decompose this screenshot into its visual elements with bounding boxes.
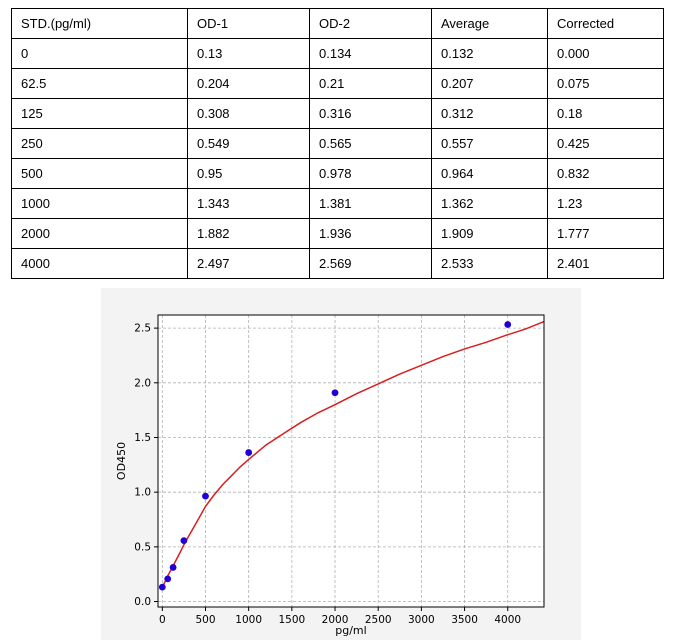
cell-average: 1.909 [431,218,548,249]
cell-od1: 2.497 [187,248,310,279]
table-row: 4000 2.497 2.569 2.533 2.401 [11,248,664,279]
cell-od2: 0.316 [309,98,432,129]
cell-od2: 0.134 [309,38,432,69]
data-point [202,492,209,500]
cell-std: 250 [11,128,188,159]
x-tick-label: 2000 [322,614,349,626]
cell-average: 0.312 [431,98,548,129]
cell-corrected: 2.401 [547,248,664,279]
cell-od2: 1.936 [309,218,432,249]
y-tick-label: 2.0 [134,377,151,389]
x-tick-label: 500 [195,614,215,626]
cell-average: 0.207 [431,68,548,99]
cell-average: 0.557 [431,128,548,159]
cell-od1: 0.13 [187,38,310,69]
plot-frame [158,315,544,607]
cell-od1: 0.549 [187,128,310,159]
cell-od2: 0.565 [309,128,432,159]
x-tick-label: 3500 [451,614,478,626]
cell-corrected: 1.777 [547,218,664,249]
cell-od2: 0.21 [309,68,432,99]
x-tick-label: 2500 [365,614,392,626]
header-od2: OD-2 [309,8,432,39]
cell-std: 500 [11,158,188,189]
y-tick-label: 0.0 [134,596,151,608]
x-tick-label: 1500 [278,614,305,626]
cell-od1: 1.343 [187,188,310,219]
plot-border [157,314,545,608]
table-row: 500 0.95 0.978 0.964 0.832 [11,158,664,189]
cell-od2: 1.381 [309,188,432,219]
cell-od2: 2.569 [309,248,432,279]
cell-corrected: 0.000 [547,38,664,69]
table-row: 1000 1.343 1.381 1.362 1.23 [11,188,664,219]
cell-od1: 1.882 [187,218,310,249]
x-tick-label: 3000 [408,614,435,626]
cell-corrected: 0.832 [547,158,664,189]
cell-std: 4000 [11,248,188,279]
data-point [169,564,177,571]
data-point [158,583,166,591]
chart-svg: 0 500 1000 1500 2000 2500 3000 3500 4000 0.0 0.5 1.… [101,288,581,640]
header-std: STD.(pg/ml) [11,8,188,39]
table-row: 0 0.13 0.134 0.132 0.000 [11,38,664,69]
cell-average: 1.362 [431,188,548,219]
table-row: 125 0.308 0.316 0.312 0.18 [11,98,664,129]
cell-od1: 0.95 [187,158,310,189]
header-corrected: Corrected [547,8,664,39]
table-row: 62.5 0.204 0.21 0.207 0.075 [11,68,664,99]
data-point [180,537,188,545]
data-point [504,321,512,328]
cell-corrected: 0.425 [547,128,664,159]
table-header-row: STD.(pg/ml) OD-1 OD-2 Average Corrected [11,8,664,39]
grid [158,315,544,607]
cell-corrected: 1.23 [547,188,664,219]
data-point [164,575,172,583]
standards-table: STD.(pg/ml) OD-1 OD-2 Average Corrected … [11,8,664,279]
y-tick-label: 2.5 [134,323,151,335]
standard-curve-chart: 0 500 1000 1500 2000 2500 3000 3500 4000 0.0 0.5 1.… [101,288,581,640]
cell-std: 1000 [11,188,188,219]
y-tick-label: 1.5 [134,432,151,444]
cell-std: 0 [11,38,188,69]
header-average: Average [431,8,548,39]
fit-curve-line [161,320,545,588]
data-point [245,449,253,456]
cell-corrected: 0.075 [547,68,664,99]
x-tick-label: 4000 [494,614,521,626]
cell-od2: 0.978 [309,158,432,189]
table-row: 250 0.549 0.565 0.557 0.425 [11,128,664,159]
y-tick-label: 1.0 [134,487,151,499]
y-tick-label: 0.5 [134,541,151,553]
cell-od1: 0.308 [187,98,310,129]
axis-ticks: 0 500 1000 1500 2000 2500 3000 3500 4000 0.0 0.5 1.… [134,323,521,626]
cell-average: 2.533 [431,248,548,279]
x-axis-label: pg/ml [335,624,366,637]
cell-average: 0.964 [431,158,548,189]
x-tick-label: 0 [159,614,166,626]
data-point [331,389,339,397]
cell-corrected: 0.18 [547,98,664,129]
data-points [158,321,512,591]
cell-std: 125 [11,98,188,129]
x-tick-label: 1000 [235,614,262,626]
cell-std: 2000 [11,218,188,249]
header-od1: OD-1 [187,8,310,39]
cell-od1: 0.204 [187,68,310,99]
table-row: 2000 1.882 1.936 1.909 1.777 [11,218,664,249]
cell-std: 62.5 [11,68,188,99]
cell-average: 0.132 [431,38,548,69]
y-axis-label: OD450 [115,442,128,480]
